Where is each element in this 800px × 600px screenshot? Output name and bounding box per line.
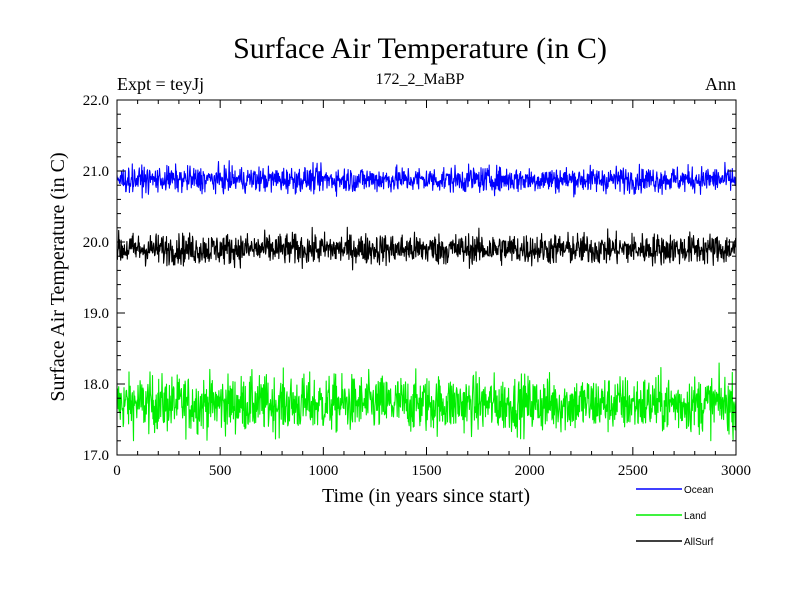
chart-title: Surface Air Temperature (in C) <box>233 32 607 65</box>
legend-label-land: Land <box>684 511 706 522</box>
y-tick-label: 18.0 <box>83 377 109 393</box>
series-line-land <box>116 362 737 442</box>
x-axis-label: Time (in years since start) <box>322 485 530 507</box>
x-tick-label: 500 <box>209 463 232 479</box>
y-tick-label: 21.0 <box>83 164 109 180</box>
x-tick-label: 1000 <box>308 463 338 479</box>
series-line-ocean <box>116 160 737 199</box>
y-tick-label: 17.0 <box>83 448 109 464</box>
experiment-label: Expt = teyJj <box>117 74 204 94</box>
y-tick-label: 19.0 <box>83 306 109 322</box>
x-tick-label: 0 <box>113 463 121 479</box>
season-label: Ann <box>705 74 736 94</box>
legend-label-ocean: Ocean <box>684 485 713 496</box>
legend: Ocean Land AllSurf <box>636 485 714 548</box>
x-tick-label: 2000 <box>515 463 545 479</box>
plot-lines <box>116 160 737 442</box>
x-tick-label: 2500 <box>618 463 648 479</box>
legend-label-allsurf: AllSurf <box>684 537 714 548</box>
series-line-allsurf <box>116 226 737 271</box>
y-tick-labels: 17.0 18.0 19.0 20.0 21.0 22.0 <box>83 93 109 464</box>
axis-ticks <box>116 99 737 456</box>
x-tick-label: 3000 <box>721 463 751 479</box>
chart-subtitle: 172_2_MaBP <box>376 71 465 88</box>
y-tick-label: 22.0 <box>83 93 109 109</box>
y-tick-label: 20.0 <box>83 235 109 251</box>
y-axis-label: Surface Air Temperature (in C) <box>47 152 69 401</box>
x-tick-labels: 0 500 1000 1500 2000 2500 3000 <box>113 463 751 479</box>
x-tick-label: 1500 <box>412 463 442 479</box>
